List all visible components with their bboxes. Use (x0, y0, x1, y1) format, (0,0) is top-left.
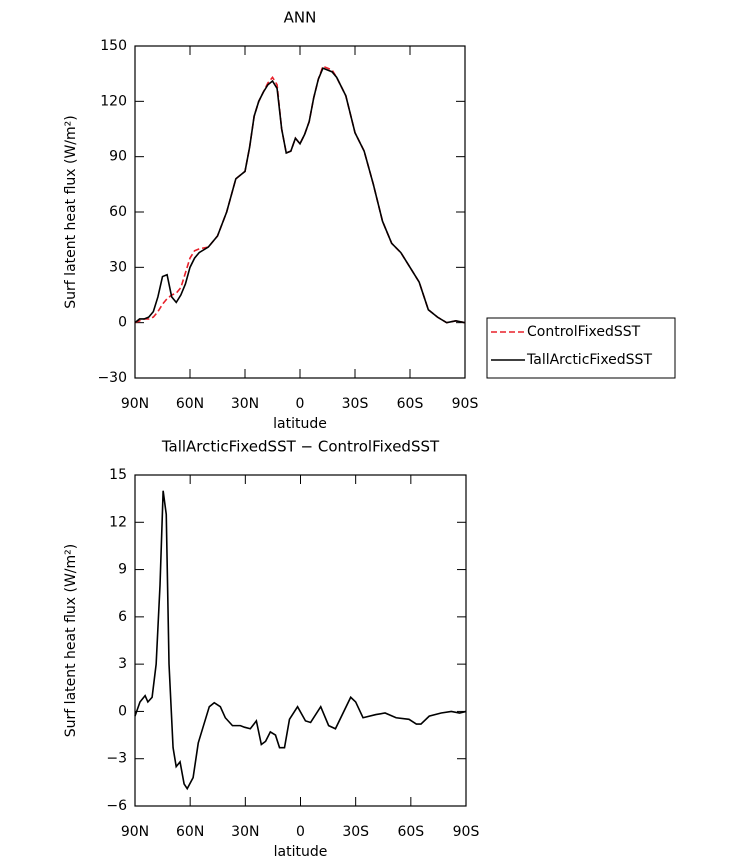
legend-box (486, 317, 676, 379)
legend-label: TallArcticFixedSST (526, 352, 652, 368)
x-tick-label: 0 (296, 396, 305, 412)
plot-frame (134, 474, 467, 807)
y-tick-label: 3 (118, 656, 127, 672)
chart-title: ANN (284, 9, 317, 27)
x-tick-label: 30S (342, 824, 369, 840)
y-tick-label: −30 (97, 370, 127, 386)
x-tick-label: 60N (176, 824, 204, 840)
x-tick-label: 90N (121, 396, 149, 412)
x-axis-label: latitude (273, 416, 327, 432)
y-tick-label: 150 (100, 38, 127, 54)
plot-frame (134, 45, 466, 379)
y-axis-label: Surf latent heat flux (W/m²) (63, 544, 79, 737)
y-tick-label: 15 (109, 467, 127, 483)
legend-label: ControlFixedSST (527, 324, 641, 340)
y-tick-label: 12 (109, 514, 127, 530)
y-tick-label: −6 (106, 798, 127, 814)
x-tick-label: 90S (452, 396, 479, 412)
x-axis-label: latitude (274, 844, 328, 860)
y-tick-label: 60 (109, 204, 127, 220)
x-tick-label: 30N (231, 396, 259, 412)
x-tick-label: 0 (296, 824, 305, 840)
x-tick-label: 30S (342, 396, 369, 412)
y-tick-label: 9 (118, 562, 127, 578)
y-tick-label: 0 (118, 703, 127, 719)
x-tick-label: 90N (121, 824, 149, 840)
data-line (134, 67, 466, 324)
x-tick-label: 60S (397, 396, 424, 412)
x-tick-label: 90S (453, 824, 480, 840)
chart-title: TallArcticFixedSST − ControlFixedSST (161, 438, 440, 456)
y-tick-label: −3 (106, 751, 127, 767)
data-line (134, 490, 467, 791)
y-axis-label: Surf latent heat flux (W/m²) (63, 115, 79, 308)
y-tick-label: 120 (100, 93, 127, 109)
y-tick-label: 30 (109, 259, 127, 275)
x-tick-label: 60N (176, 396, 204, 412)
y-tick-label: 6 (118, 609, 127, 625)
x-tick-label: 60S (397, 824, 424, 840)
x-tick-label: 30N (231, 824, 259, 840)
y-tick-label: 0 (118, 315, 127, 331)
y-tick-label: 90 (109, 149, 127, 165)
